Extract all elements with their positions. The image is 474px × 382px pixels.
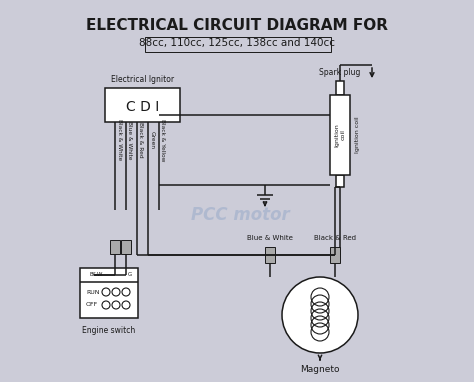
Text: Black & White: Black & White [117,119,121,160]
Bar [121,240,131,254]
Bar [336,81,344,95]
Text: G: G [128,272,132,277]
Text: Magneto: Magneto [300,365,340,374]
Text: Engine switch: Engine switch [82,326,136,335]
Bar [145,37,331,52]
Text: OFF: OFF [86,303,98,308]
Text: Spark plug: Spark plug [319,68,361,77]
Text: C D I: C D I [126,100,159,114]
Text: Black & Red: Black & Red [314,235,356,241]
Bar [336,175,344,187]
Text: ELECTRICAL CIRCUIT DIAGRAM FOR: ELECTRICAL CIRCUIT DIAGRAM FOR [86,18,388,33]
Text: Black & Yellow: Black & Yellow [161,119,165,161]
Bar [330,95,350,175]
Text: Green: Green [149,131,155,149]
Bar [330,247,340,263]
Circle shape [282,277,358,353]
Bar [265,247,275,263]
Text: Ignition coil: Ignition coil [356,117,361,153]
Bar [80,268,138,318]
Text: B&W: B&W [90,272,103,277]
Bar [110,240,120,254]
Text: Ignition
coil: Ignition coil [335,123,346,147]
Text: 88cc, 110cc, 125cc, 138cc and 140cc: 88cc, 110cc, 125cc, 138cc and 140cc [139,38,335,48]
Text: Black & Red: Black & Red [138,122,144,158]
Text: Blue & White: Blue & White [247,235,293,241]
Text: RUN: RUN [86,290,100,295]
Text: Blue & White: Blue & White [128,121,133,159]
Text: PCC motor: PCC motor [191,206,289,224]
Bar [105,88,180,122]
Text: Electrical Ignitor: Electrical Ignitor [111,75,174,84]
